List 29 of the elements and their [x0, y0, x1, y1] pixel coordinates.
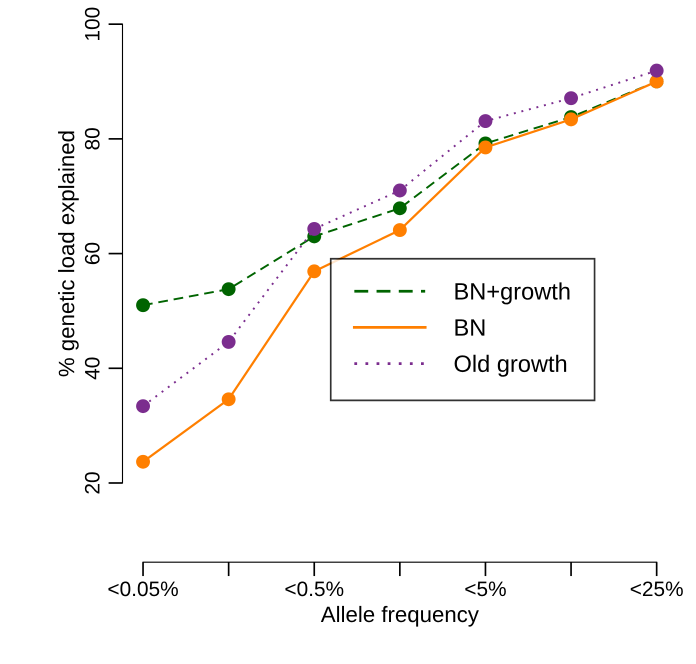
point [136, 399, 150, 414]
x-axis-title: Allele frequency [320, 606, 479, 627]
legend-label: BN+growth [455, 282, 570, 304]
point [564, 91, 578, 106]
x-tick-label: <0.5% [285, 581, 344, 596]
legend-label: Old growth [454, 354, 566, 377]
point [392, 201, 407, 216]
point [392, 223, 407, 238]
point [307, 264, 322, 278]
x-tick-label: <25% [630, 581, 683, 596]
point [307, 222, 322, 236]
point [222, 282, 236, 296]
point [478, 114, 492, 128]
point [136, 454, 150, 469]
point [222, 392, 236, 406]
point [650, 64, 664, 78]
point [222, 334, 236, 349]
y-tick-label: 60 [84, 242, 100, 264]
y-tick-label: 20 [84, 472, 100, 494]
point [136, 298, 150, 312]
x-tick-label: <5% [465, 582, 506, 596]
y-tick-label: 100 [84, 8, 100, 40]
x-tick-label: <0.05% [108, 581, 178, 596]
legend-label: BN [455, 319, 484, 336]
point [478, 140, 492, 154]
y-axis-title: % genetic load explained [58, 131, 79, 376]
y-tick-label: 40 [84, 358, 100, 380]
point [392, 184, 407, 198]
y-tick-label: 80 [84, 128, 100, 150]
